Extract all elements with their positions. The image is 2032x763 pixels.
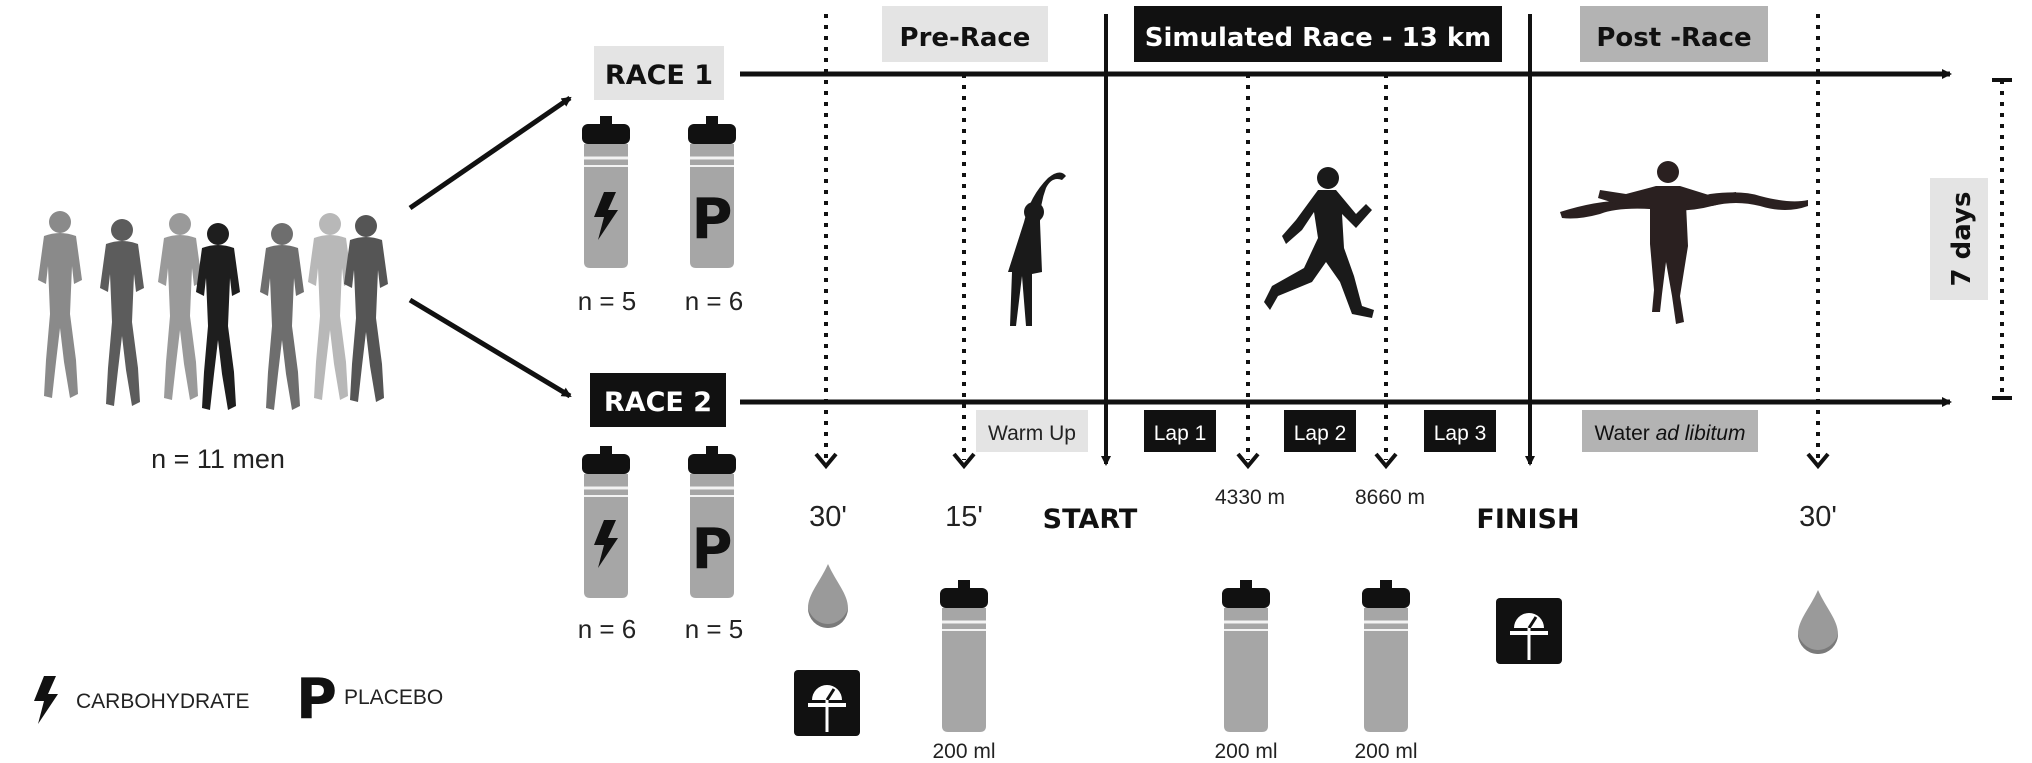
race2-placebo-n: n = 5 bbox=[685, 614, 744, 644]
water-prefix: Water bbox=[1595, 422, 1656, 445]
time-30-post: 30' bbox=[1799, 501, 1837, 533]
chevron-down-icon bbox=[814, 452, 838, 470]
warmup-box bbox=[976, 410, 1088, 452]
race2-label: RACE 2 bbox=[604, 387, 712, 418]
bottle-icon bbox=[938, 578, 990, 734]
water-box bbox=[1582, 410, 1758, 452]
chevron-down-icon bbox=[1374, 452, 1398, 470]
placebo-p-icon: P bbox=[296, 667, 337, 732]
legend-carb-label: CARBOHYDRATE bbox=[76, 690, 249, 713]
distance-lap2: 8660 m bbox=[1355, 486, 1425, 509]
post-race-box bbox=[1580, 6, 1768, 62]
finish-line-runner-icon bbox=[1560, 161, 1808, 324]
time-30-pre: 30' bbox=[809, 501, 847, 533]
washout-box bbox=[1930, 178, 1988, 300]
chevron-down-icon bbox=[952, 452, 976, 470]
finish-label: FINISH bbox=[1476, 504, 1579, 535]
race-phase-label: Simulated Race - 13 km bbox=[1145, 23, 1492, 53]
lap1-box bbox=[1144, 410, 1216, 452]
runner-group-icon bbox=[38, 211, 388, 410]
volume-3: 200 ml bbox=[1354, 740, 1417, 763]
bottle-icon bbox=[1360, 578, 1412, 734]
arrow-icon bbox=[408, 95, 572, 211]
water-drop-icon bbox=[808, 564, 848, 628]
water-label: Water ad libitum bbox=[1595, 422, 1746, 445]
warmup-label: Warm Up bbox=[988, 422, 1076, 445]
water-italic: ad libitum bbox=[1656, 422, 1746, 445]
arrow-icon bbox=[408, 297, 572, 399]
start-label: START bbox=[1043, 504, 1138, 535]
race2-placebo-bottle: P bbox=[686, 444, 738, 600]
participants-label: n = 11 men bbox=[151, 444, 285, 474]
lap2-box bbox=[1284, 410, 1356, 452]
lightning-icon bbox=[34, 676, 58, 724]
distance-lap1: 4330 m bbox=[1215, 486, 1285, 509]
volume-2: 200 ml bbox=[1214, 740, 1277, 763]
placebo-p-icon: P bbox=[691, 187, 732, 252]
lap2-label: Lap 2 bbox=[1294, 422, 1347, 445]
pre-race-label: Pre-Race bbox=[900, 23, 1031, 53]
race1-carb-n: n = 5 bbox=[578, 286, 637, 316]
race2-label-box bbox=[590, 373, 726, 427]
chevron-down-icon bbox=[1806, 452, 1830, 470]
running-man-icon bbox=[1264, 167, 1374, 318]
race2-carb-n: n = 6 bbox=[578, 614, 637, 644]
stretching-runner-icon bbox=[1008, 172, 1066, 326]
race2-carb-bottle bbox=[580, 444, 632, 600]
race1-placebo-n: n = 6 bbox=[685, 286, 744, 316]
race1-placebo-bottle: P bbox=[686, 114, 738, 270]
post-race-label: Post -Race bbox=[1596, 23, 1751, 53]
pre-race-box bbox=[882, 6, 1048, 62]
lap1-label: Lap 1 bbox=[1154, 422, 1207, 445]
lap3-label: Lap 3 bbox=[1434, 422, 1487, 445]
placebo-p-icon: P bbox=[691, 517, 732, 582]
weight-scale-icon bbox=[792, 668, 862, 738]
race1-label-box bbox=[594, 46, 724, 100]
washout-label: 7 days bbox=[1947, 192, 1977, 287]
race1-label: RACE 1 bbox=[605, 60, 713, 91]
volume-1: 200 ml bbox=[932, 740, 995, 763]
time-15-pre: 15' bbox=[945, 501, 983, 533]
lap3-box bbox=[1424, 410, 1496, 452]
weight-scale-icon bbox=[1494, 596, 1564, 666]
race-phase-box bbox=[1134, 6, 1502, 62]
legend-placebo-label: PLACEBO bbox=[344, 686, 443, 709]
water-drop-icon bbox=[1798, 590, 1838, 654]
race1-carb-bottle bbox=[580, 114, 632, 270]
bottle-icon bbox=[1220, 578, 1272, 734]
chevron-down-icon bbox=[1236, 452, 1260, 470]
